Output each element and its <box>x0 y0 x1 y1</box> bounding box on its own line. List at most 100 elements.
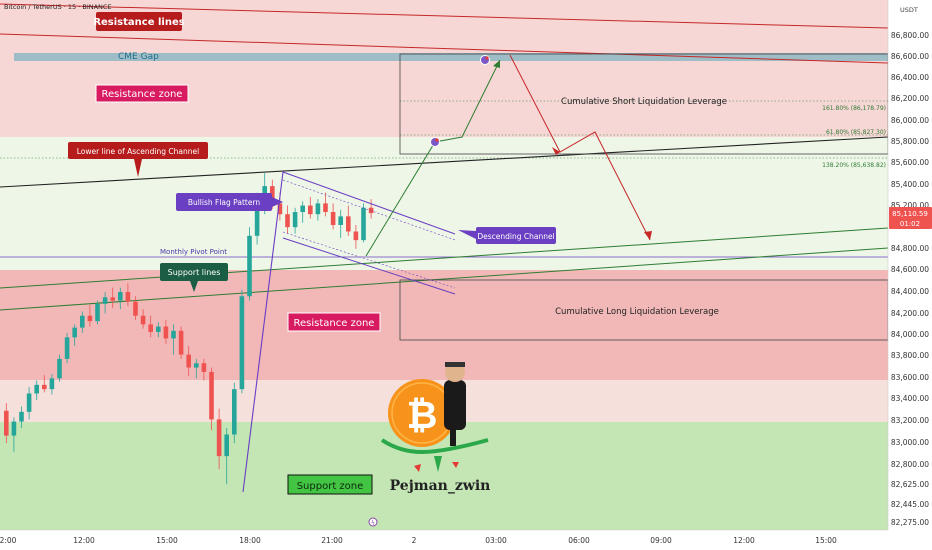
bearish-candle <box>209 371 214 420</box>
time-tick-label: 15:00 <box>156 536 178 545</box>
fib-1618-label: 161.80% (86,178.79) <box>822 105 886 112</box>
price-tick-label: 86,400.00 <box>891 73 929 82</box>
author-logo: ₿ Pejman_zwin <box>380 362 490 494</box>
currency-label: USDT <box>900 6 918 14</box>
bearish-candle <box>216 419 222 457</box>
resistance-zone-mid-band <box>0 270 888 380</box>
bearish-candle <box>201 363 207 372</box>
resistance-lines-label: Resistance lines <box>93 17 184 28</box>
bullish-candle <box>102 297 108 304</box>
price-tick-label: 82,625.00 <box>891 480 929 489</box>
fib-1382-label: 138.20% (85,638.82) <box>822 162 886 169</box>
bullish-candle <box>232 389 237 435</box>
bitcoin-symbol-icon: ₿ <box>407 393 438 437</box>
logo-stem-icon <box>434 456 442 472</box>
bullish-candle <box>64 337 70 359</box>
flag-pole-line <box>242 171 284 493</box>
bearish-candle <box>346 216 351 232</box>
bearish-projection-path <box>509 54 651 241</box>
price-tick-label: 83,000.00 <box>891 438 929 447</box>
cme-gap-label: CME Gap <box>118 52 159 62</box>
lower-channel-label: Lower line of Ascending Channel <box>77 147 199 156</box>
person-body-icon <box>444 380 466 430</box>
time-axis-ticks: 2:00 12:00 15:00 18:00 21:00 2 03:00 06:00 09:00… <box>0 536 837 545</box>
support-lines-label-bg <box>160 263 228 281</box>
cme-gap-bar <box>14 53 888 61</box>
price-tick-label: 85,600.00 <box>891 158 929 167</box>
bullish-candle <box>95 303 100 322</box>
bullish-candle <box>224 434 229 457</box>
support-lines-pointer <box>190 281 198 292</box>
price-tick-label: 82,800.00 <box>891 460 929 469</box>
price-tick-label: 84,600.00 <box>891 265 929 274</box>
price-tick-label: 84,400.00 <box>891 287 929 296</box>
resistance-line-2 <box>0 33 889 64</box>
time-tick-label: 12:00 <box>73 536 95 545</box>
descending-channel-label: Descending Channel <box>477 232 554 241</box>
bitcoin-coin-icon <box>388 379 456 447</box>
bearish-arrow-head <box>644 231 652 240</box>
long-liquidation-label: Cumulative Long Liquidation Leverage <box>555 307 719 317</box>
bullish-candle <box>26 393 32 412</box>
support-line-1 <box>0 227 889 289</box>
bearish-candle <box>4 410 9 436</box>
lower-channel-pointer <box>134 159 142 177</box>
event-marker-icon[interactable] <box>368 517 378 527</box>
bullish-candle <box>11 421 17 436</box>
price-tick-label: 86,800.00 <box>891 31 929 40</box>
candlestick-series <box>4 173 374 485</box>
time-axis-panel[interactable] <box>0 530 932 550</box>
bullish-candle <box>118 291 123 301</box>
time-tick-label: 2:00 <box>0 536 17 545</box>
bullish-candle <box>57 358 62 379</box>
price-tick-label: 83,600.00 <box>891 373 929 382</box>
price-tick-label: 86,200.00 <box>891 94 929 103</box>
bullish-flag-label-bg <box>176 193 272 211</box>
support-lines-label: Support lines <box>168 268 221 277</box>
bearish-arrow-head-2 <box>552 147 560 155</box>
bearish-candle <box>186 354 191 368</box>
bearish-candle <box>140 315 146 325</box>
bullish-candle <box>194 363 199 368</box>
marker-dot-1 <box>435 138 439 142</box>
descending-channel-label-bg <box>476 227 556 244</box>
symbol-header: Bitcoin / TetherUS · 15 · BINANCE <box>4 3 112 11</box>
price-tick-label: 86,000.00 <box>891 116 929 125</box>
bearish-candle <box>277 203 283 215</box>
bearish-candle <box>163 326 169 339</box>
price-tick-label: 83,200.00 <box>891 416 929 425</box>
support-line-2 <box>0 247 889 311</box>
price-tick-label: 82,275.00 <box>891 518 929 527</box>
price-tick-label: 84,800.00 <box>891 244 929 253</box>
bullish-candle <box>171 330 176 339</box>
bullish-flag-label: Bullish Flag Pattern <box>188 198 261 207</box>
price-tick-label: 84,200.00 <box>891 309 929 318</box>
bearish-candle <box>330 212 336 225</box>
flag-upper-line <box>282 171 456 235</box>
resistance-zone-mid-label-bg <box>287 312 381 332</box>
resistance-zone-top-label: Resistance zone <box>102 89 183 100</box>
time-tick-label: 21:00 <box>321 536 343 545</box>
time-tick-label: 18:00 <box>239 536 261 545</box>
bullish-candle <box>300 205 305 213</box>
bearish-candle <box>270 186 275 204</box>
bullish-projection-path <box>365 59 501 257</box>
bearish-candle <box>308 205 313 215</box>
time-tick-label: 03:00 <box>485 536 507 545</box>
person-hair-icon <box>445 362 465 367</box>
short-liquidation-label: Cumulative Short Liquidation Leverage <box>561 97 727 107</box>
bullish-candle <box>247 235 252 297</box>
time-tick-label: 15:00 <box>815 536 837 545</box>
time-tick-label: 2 <box>412 536 417 545</box>
bearish-candle <box>323 203 328 213</box>
price-tick-label: 85,400.00 <box>891 180 929 189</box>
price-tick-label: 86,600.00 <box>891 52 929 61</box>
lower-channel-label-bg <box>68 142 208 159</box>
support-zone-band <box>0 422 888 530</box>
price-tick-label: 82,445.00 <box>891 500 929 509</box>
price-axis-panel[interactable] <box>888 0 932 550</box>
time-tick-label: 06:00 <box>568 536 590 545</box>
bullish-candle <box>80 315 85 328</box>
